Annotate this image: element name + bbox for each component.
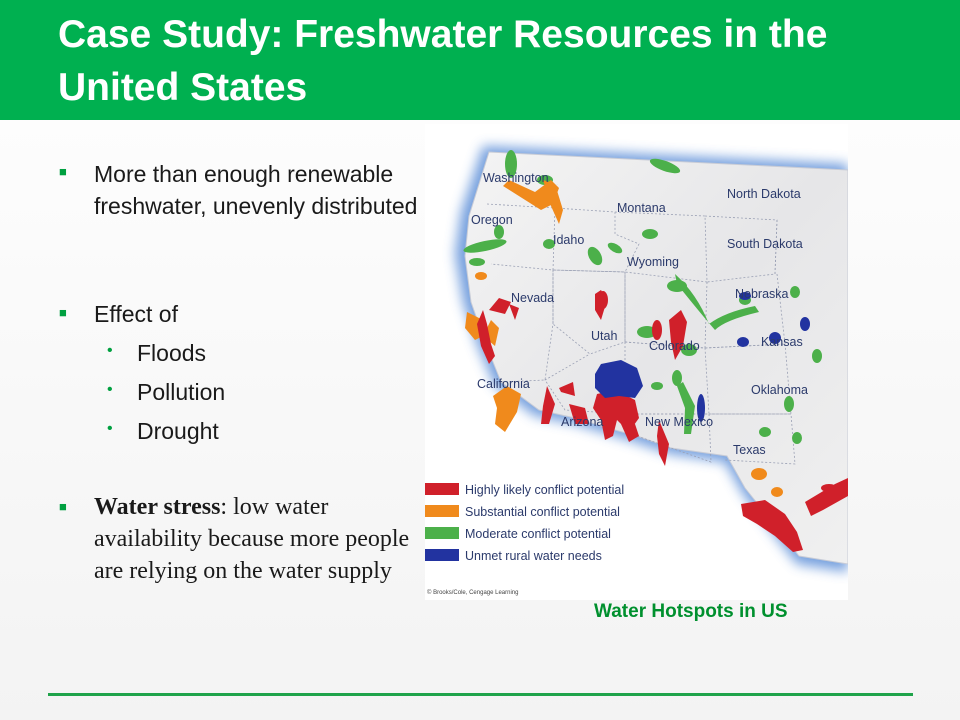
water-hotspots-map: Washington Oregon Idaho Montana North Da…	[425, 124, 848, 600]
square-bullet-icon: ■	[59, 305, 67, 320]
subitem-pollution: Pollution	[137, 379, 226, 405]
state-label: New Mexico	[645, 415, 713, 429]
water-stress-term: Water stress	[94, 494, 221, 520]
footer-divider	[48, 693, 913, 696]
highly-likely-conflict-areas	[477, 290, 848, 552]
square-bullet-icon: ■	[59, 499, 67, 514]
state-label: North Dakota	[727, 187, 801, 201]
substantial-conflict-areas	[465, 180, 783, 497]
legend-swatch	[425, 505, 459, 517]
state-label: Oklahoma	[751, 383, 808, 397]
state-label: Montana	[617, 201, 666, 215]
slide-title: Case Study: Freshwater Resources in the …	[58, 13, 828, 109]
map-legend: Highly likely conflict potential Substan…	[425, 483, 624, 563]
map-credit: © Brooks/Cole, Cengage Learning	[427, 589, 518, 596]
square-bullet-icon: ■	[59, 164, 67, 179]
state-labels: Washington Oregon Idaho Montana North Da…	[471, 171, 808, 457]
subitem-drought: Drought	[137, 418, 219, 444]
state-label: Idaho	[553, 233, 584, 247]
state-label: Texas	[733, 443, 766, 457]
moderate-conflict-areas	[463, 150, 822, 444]
round-bullet-icon: •	[107, 342, 113, 359]
round-bullet-icon: •	[107, 420, 113, 437]
state-label: Kansas	[761, 335, 803, 349]
legend-swatch	[425, 483, 459, 495]
state-label: Colorado	[649, 339, 700, 353]
water-stress-definition: : low water availability because more pe…	[94, 494, 410, 584]
state-label: California	[477, 377, 530, 391]
round-bullet-icon: •	[107, 381, 113, 398]
legend-label: Unmet rural water needs	[465, 549, 602, 563]
bullet-text-renewable: More than enough renewable freshwater, u…	[94, 161, 418, 219]
legend-label: Substantial conflict potential	[465, 505, 620, 519]
state-label: South Dakota	[727, 237, 803, 251]
bullet-text-effect: Effect of	[94, 301, 178, 327]
legend-swatch	[425, 549, 459, 561]
us-map-illustration: Washington Oregon Idaho Montana North Da…	[425, 146, 848, 596]
unmet-rural-needs-areas	[595, 292, 810, 422]
state-label: Utah	[591, 329, 617, 343]
map-caption: Water Hotspots in US	[594, 601, 788, 622]
legend-swatch	[425, 527, 459, 539]
title-bar: Case Study: Freshwater Resources in the …	[0, 0, 960, 120]
legend-label: Highly likely conflict potential	[465, 483, 624, 497]
state-label: Nevada	[511, 291, 554, 305]
state-label: Nebraska	[735, 287, 789, 301]
state-label: Washington	[483, 171, 549, 185]
state-label: Arizona	[561, 415, 603, 429]
bullet-text-water-stress: Water stress: low water availability bec…	[94, 491, 424, 587]
legend-label: Moderate conflict potential	[465, 527, 611, 541]
state-label: Wyoming	[627, 255, 679, 269]
subitem-floods: Floods	[137, 340, 207, 366]
state-label: Oregon	[471, 213, 513, 227]
